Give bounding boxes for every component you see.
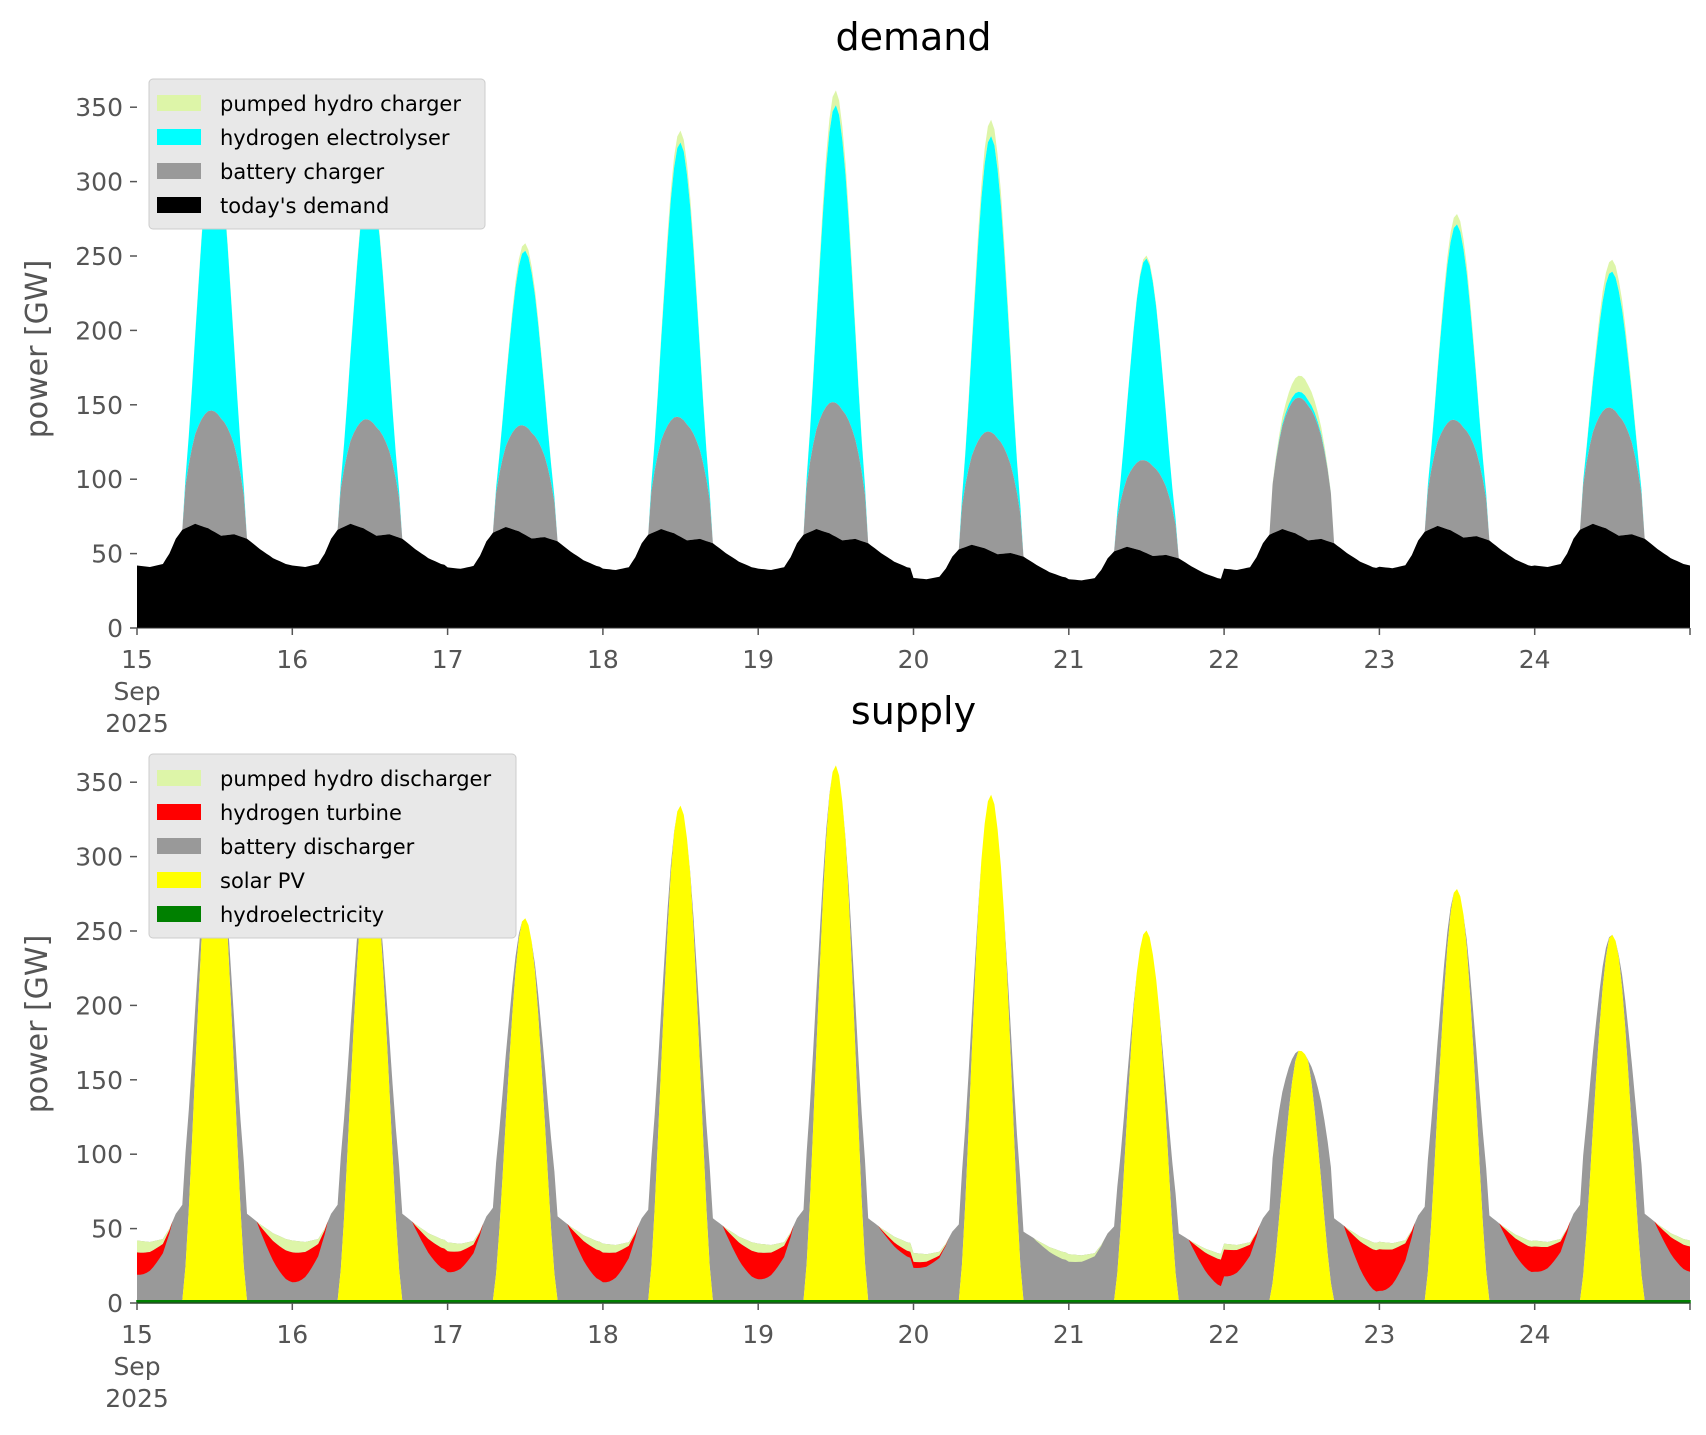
legend-swatch [157,95,201,111]
x-tick-label: 19 [742,645,774,674]
legend-label: pumped hydro discharger [220,767,491,791]
x-tick-label: 16 [276,645,308,674]
legend-swatch [157,906,201,922]
legend-swatch [157,872,201,888]
x-tick-label: 15 Sep 2025 [105,645,169,738]
series-area-today-s-demand [137,523,1690,628]
x-tick-label: 23 [1363,1320,1395,1349]
x-tick-label: 16 [276,1320,308,1349]
legend-swatch [157,163,201,179]
y-tick-label: 150 [75,1066,123,1095]
legend-box [148,753,517,939]
y-tick-label: 0 [107,614,123,643]
y-tick-label: 300 [75,168,123,197]
chart-title: demand [835,15,991,59]
x-tick-label: 17 [432,1320,464,1349]
legend-label: hydrogen electrolyser [220,126,450,150]
x-tick-label: 20 [898,645,930,674]
x-tick-label: 18 [587,1320,619,1349]
legend-box [148,78,486,230]
chart-panel-supply: supply 0 50 100 150 200 250 300 350 15 Sep 2025 16 17… [20,689,1691,1413]
x-tick-label: 18 [587,645,619,674]
y-axis-label: power [GW] [20,260,55,439]
x-tick-label: 15 Sep 2025 [105,1320,169,1413]
x-tick-label: 24 [1519,1320,1551,1349]
x-tick-label: 20 [898,1320,930,1349]
legend-swatch [157,838,201,854]
legend-label: battery charger [220,160,385,184]
series-area-solar-pv [137,765,1690,1301]
x-tick-label: 23 [1363,645,1395,674]
legend-label: battery discharger [220,835,415,859]
chart-panel-demand: demand 0 50 100 150 200 250 300 350 15 Sep 2025 16 17… [20,15,1691,738]
legend-label: solar PV [220,869,305,893]
y-tick-label: 200 [75,991,123,1020]
legend-label: today's demand [220,194,389,218]
legend-label: hydrogen turbine [220,801,402,825]
y-tick-label: 100 [75,465,123,494]
x-tick-label: 22 [1208,1320,1240,1349]
y-tick-label: 50 [91,1215,123,1244]
legend-label: hydroelectricity [220,903,384,927]
y-tick-label: 50 [91,540,123,569]
legend-swatch [157,129,201,145]
y-tick-label: 150 [75,391,123,420]
legend-swatch [157,804,201,820]
series-area-battery-charger [137,397,1690,581]
x-tick-label: 19 [742,1320,774,1349]
y-tick-label: 250 [75,917,123,946]
y-tick-label: 350 [75,93,123,122]
y-tick-label: 300 [75,843,123,872]
x-tick-label: 24 [1519,645,1551,674]
legend-label: pumped hydro charger [220,92,461,116]
x-tick-label: 22 [1208,645,1240,674]
x-tick-label: 21 [1053,645,1085,674]
chart-title: supply [851,689,976,733]
y-axis-label: power [GW] [20,935,55,1114]
y-tick-label: 250 [75,242,123,271]
legend-swatch [157,197,201,213]
legend-swatch [157,770,201,786]
y-tick-label: 200 [75,316,123,345]
y-tick-label: 350 [75,768,123,797]
y-tick-label: 100 [75,1140,123,1169]
x-tick-label: 21 [1053,1320,1085,1349]
x-tick-label: 17 [432,645,464,674]
y-tick-label: 0 [107,1289,123,1318]
